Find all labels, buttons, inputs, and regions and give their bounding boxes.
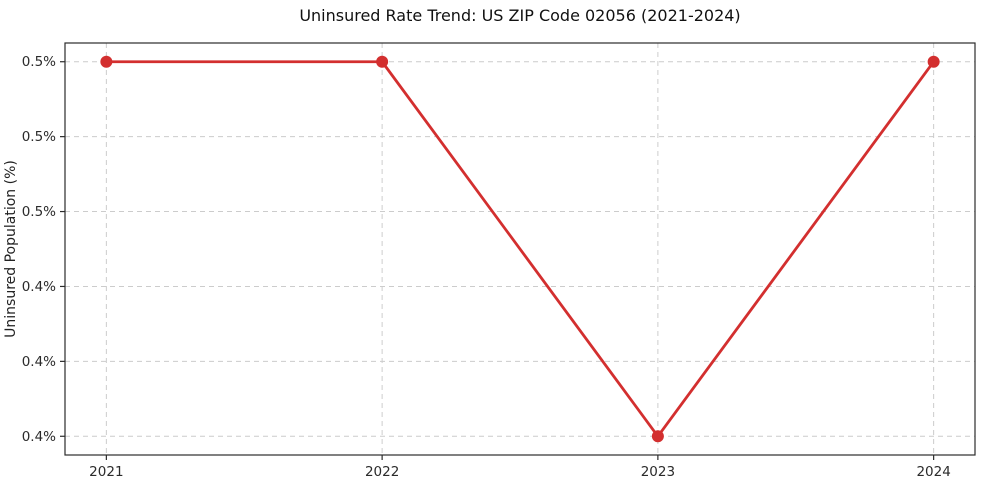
data-point-marker — [376, 55, 389, 68]
y-tick-label: 0.5% — [22, 129, 56, 145]
gridlines — [65, 43, 975, 455]
chart-title: Uninsured Rate Trend: US ZIP Code 02056 … — [299, 6, 740, 25]
y-tick-label: 0.5% — [22, 204, 56, 220]
y-axis-label: Uninsured Population (%) — [3, 160, 19, 338]
axes-spines — [64, 42, 976, 456]
tick-marks — [60, 61, 935, 460]
data-series — [100, 55, 940, 443]
data-point-marker — [927, 55, 940, 68]
trend-line — [104, 60, 936, 438]
data-point-marker — [100, 55, 113, 68]
data-point-marker — [651, 430, 664, 443]
x-tick-label: 2021 — [89, 464, 123, 480]
x-tick-label: 2024 — [916, 464, 950, 480]
y-tick-label: 0.4% — [22, 354, 56, 370]
y-tick-label: 0.4% — [22, 429, 56, 445]
tick-labels: 0.5% 0.5% 0.5% 0.4% 0.4% 0.4% 2021 2022 2023 2024 — [22, 54, 951, 480]
x-tick-label: 2023 — [641, 464, 675, 480]
y-tick-label: 0.5% — [22, 54, 56, 70]
x-tick-label: 2022 — [365, 464, 399, 480]
y-tick-label: 0.4% — [22, 279, 56, 295]
plot-border — [64, 42, 976, 456]
